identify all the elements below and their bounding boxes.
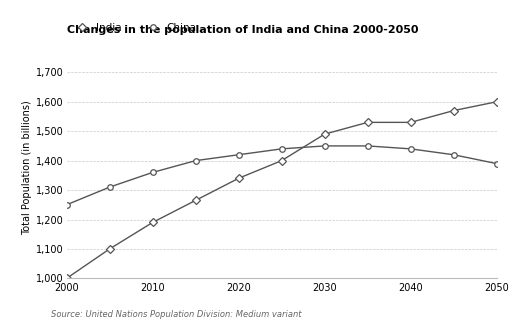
Y-axis label: Total Population (in billions): Total Population (in billions) (22, 100, 32, 236)
Text: Changes in the population of India and China 2000-2050: Changes in the population of India and C… (67, 25, 418, 35)
Text: Source: United Nations Population Division: Medium variant: Source: United Nations Population Divisi… (51, 310, 302, 319)
Legend: India, China: India, China (72, 23, 196, 33)
